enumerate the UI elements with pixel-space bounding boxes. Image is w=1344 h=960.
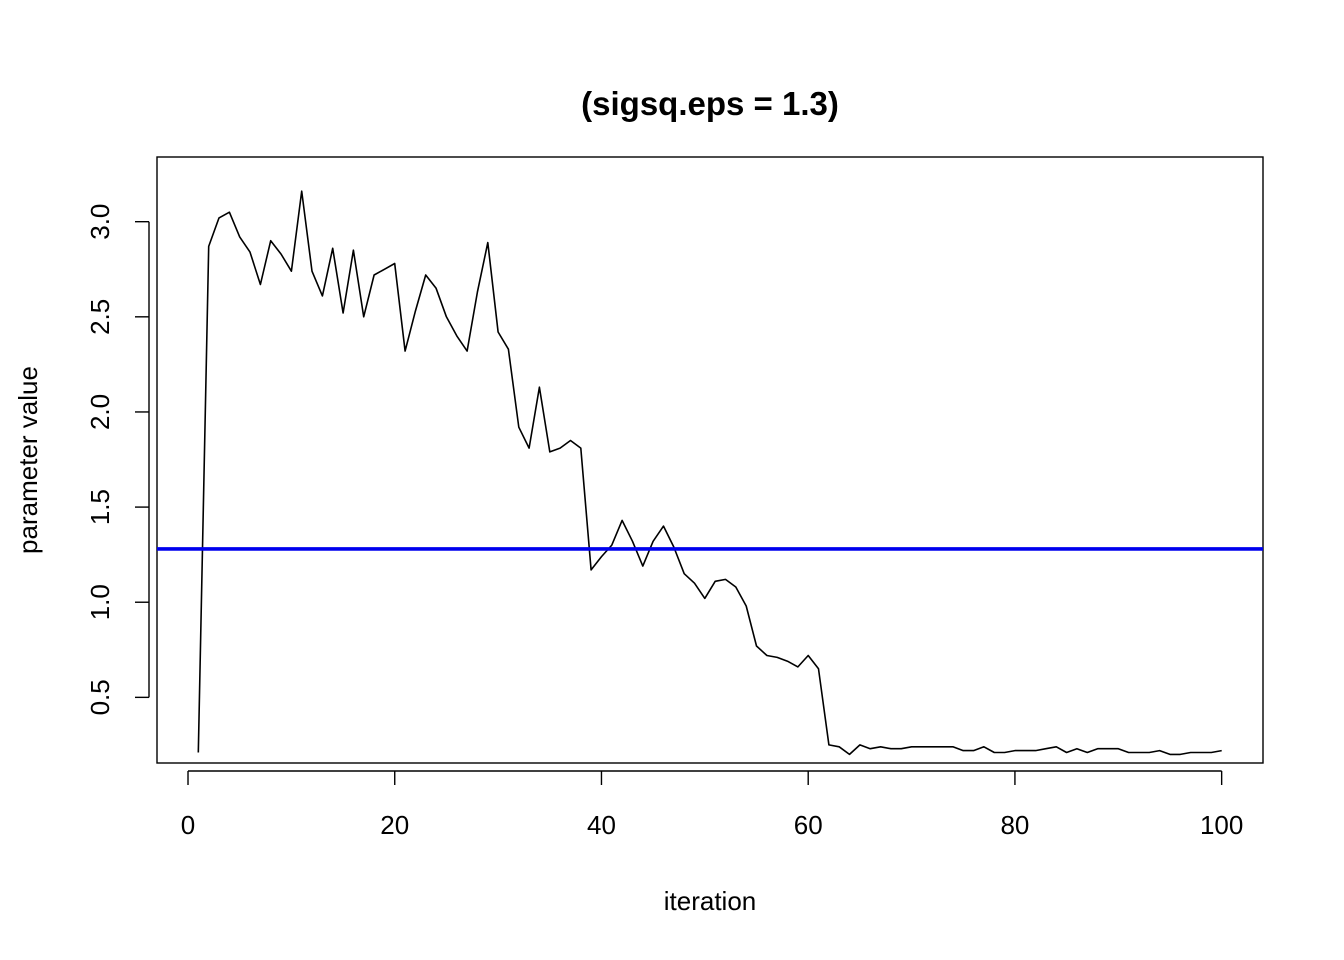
y-tick-label: 2.0: [85, 394, 115, 430]
x-axis: 0 20 40 60 80 100: [181, 770, 1243, 840]
x-tick-label: 40: [587, 810, 616, 840]
plot-frame: [156, 156, 1264, 764]
x-axis-title: iteration: [664, 886, 757, 916]
y-axis-title: parameter value: [13, 366, 43, 554]
y-tick-label: 2.5: [85, 299, 115, 335]
y-tick-label: 0.5: [85, 679, 115, 715]
x-tick-label: 0: [181, 810, 195, 840]
x-tick-label: 20: [380, 810, 409, 840]
trace-line: [197, 190, 1222, 756]
chart-title: (sigsq.eps = 1.3): [581, 85, 839, 122]
plot-marks: [157, 190, 1263, 756]
y-tick-label: 3.0: [85, 204, 115, 240]
x-tick-label: 100: [1200, 810, 1243, 840]
x-tick-label: 80: [1000, 810, 1029, 840]
y-tick-label: 1.0: [85, 584, 115, 620]
y-axis: 0.5 1.0 1.5 2.0 2.5 3.0: [85, 204, 150, 715]
y-tick-label: 1.5: [85, 489, 115, 525]
x-tick-label: 60: [794, 810, 823, 840]
